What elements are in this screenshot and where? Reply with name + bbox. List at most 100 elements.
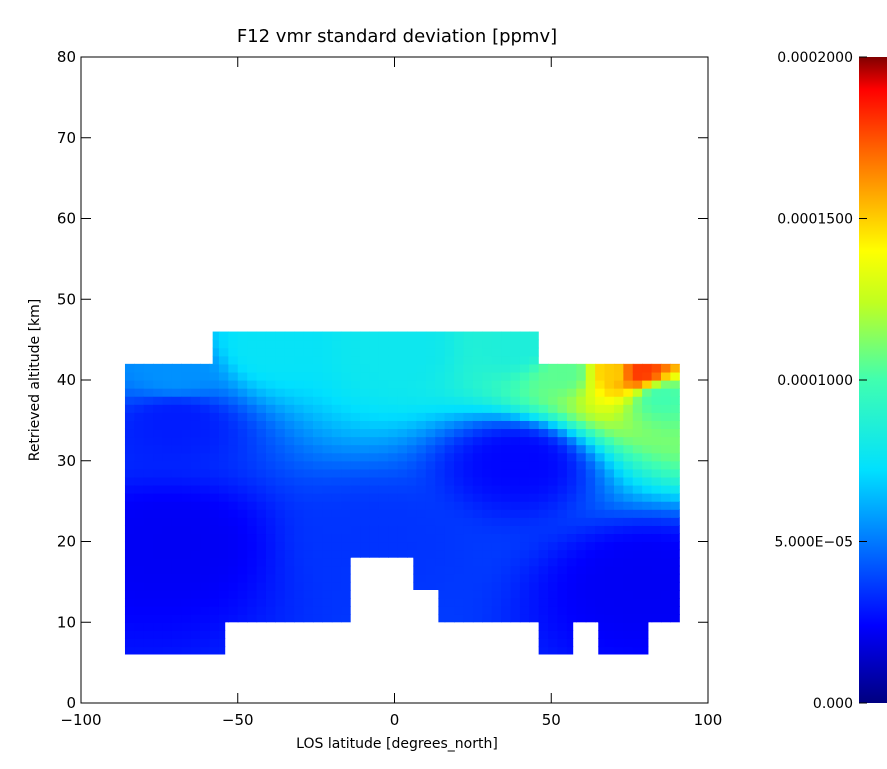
heatmap-cell (303, 493, 314, 502)
heatmap-cell (613, 428, 624, 438)
heatmap-cell (200, 388, 211, 397)
heatmap-cell (341, 598, 352, 607)
heatmap-cell (670, 412, 680, 421)
heatmap-cell (642, 501, 653, 510)
heatmap-cell (454, 428, 465, 438)
heatmap-cell (124, 484, 135, 494)
heatmap-cell (670, 630, 680, 639)
heatmap-cell (463, 388, 474, 397)
heatmap-cell (350, 452, 361, 462)
heatmap-cell (171, 371, 182, 381)
heatmap-cell (595, 598, 606, 607)
heatmap-cell (501, 347, 512, 357)
heatmap-cell (378, 509, 389, 518)
heatmap-cell (143, 476, 154, 486)
heatmap-cell (557, 363, 568, 373)
heatmap-cell (228, 509, 239, 518)
heatmap-cell (529, 428, 540, 438)
heatmap-cell (153, 339, 164, 349)
heatmap-cell (642, 565, 653, 575)
heatmap-cell (595, 509, 606, 518)
heatmap-cell (378, 589, 389, 599)
heatmap-cell (322, 396, 333, 405)
heatmap-cell (604, 541, 615, 551)
heatmap-cell (322, 533, 333, 543)
heatmap-cell (294, 493, 305, 502)
heatmap-cell (642, 380, 653, 389)
heatmap-cell (378, 468, 389, 478)
heatmap-cell (444, 452, 455, 462)
heatmap-cell (425, 549, 436, 559)
heatmap-cell (153, 331, 164, 341)
heatmap-cell (200, 347, 211, 357)
heatmap-cell (454, 630, 465, 639)
heatmap-cell (425, 501, 436, 510)
heatmap-cell (557, 355, 568, 365)
heatmap-cell (171, 606, 182, 615)
heatmap-cell (491, 460, 502, 470)
heatmap-cell (519, 614, 530, 623)
heatmap-cell (312, 476, 323, 486)
heatmap-cell (472, 331, 483, 341)
heatmap-cell (416, 598, 427, 607)
heatmap-cell (679, 452, 680, 462)
heatmap-cell (407, 371, 418, 381)
heatmap-cell (134, 517, 145, 526)
heatmap-cell (623, 460, 634, 470)
heatmap-cell (312, 347, 323, 357)
heatmap-cell (416, 347, 427, 357)
heatmap-cell (642, 355, 653, 365)
heatmap-cell (350, 476, 361, 486)
heatmap-cell (369, 501, 380, 510)
heatmap-cell (454, 355, 465, 365)
heatmap-cell (256, 549, 267, 559)
heatmap-cell (200, 396, 211, 405)
heatmap-cell (143, 444, 154, 454)
heatmap-cell (378, 630, 389, 639)
heatmap-cell (397, 557, 408, 567)
heatmap-cell (360, 468, 371, 478)
heatmap-cell (407, 598, 418, 607)
heatmap-cell (613, 646, 624, 655)
heatmap-cell (209, 412, 220, 421)
heatmap-cell (491, 549, 502, 559)
heatmap-cell (632, 614, 643, 623)
heatmap-cell (153, 638, 164, 648)
heatmap-cell (444, 380, 455, 389)
heatmap-cell (265, 533, 276, 543)
heatmap-cell (435, 476, 446, 486)
heatmap-cell (218, 509, 229, 518)
heatmap-cell (171, 541, 182, 551)
heatmap-cell (463, 380, 474, 389)
heatmap-cell (454, 363, 465, 373)
heatmap-cell (341, 339, 352, 349)
heatmap-cell (566, 622, 577, 631)
heatmap-cell (613, 339, 624, 349)
heatmap-cell (218, 468, 229, 478)
heatmap-cell (181, 598, 192, 607)
heatmap-cell (331, 339, 342, 349)
heatmap-cell (218, 549, 229, 559)
heatmap-cell (463, 630, 474, 639)
heatmap-cell (557, 484, 568, 494)
heatmap-cell (491, 509, 502, 518)
heatmap-cell (642, 533, 653, 543)
heatmap-cell (538, 404, 549, 413)
heatmap-cell (265, 396, 276, 405)
heatmap-cell (660, 339, 671, 349)
heatmap-cell (143, 420, 154, 430)
heatmap-cell (256, 452, 267, 462)
heatmap-cell (595, 476, 606, 486)
heatmap-cell (378, 484, 389, 494)
heatmap-cell (303, 549, 314, 559)
heatmap-cell (350, 614, 361, 623)
heatmap-cell (576, 371, 587, 381)
heatmap-cell (604, 606, 615, 615)
heatmap-cell (256, 509, 267, 518)
heatmap-cell (632, 581, 643, 591)
x-axis-title: LOS latitude [degrees_north] (296, 736, 498, 752)
heatmap-cell (331, 420, 342, 430)
heatmap-cell (360, 565, 371, 575)
heatmap-cell (134, 493, 145, 502)
heatmap-cell (548, 573, 559, 583)
